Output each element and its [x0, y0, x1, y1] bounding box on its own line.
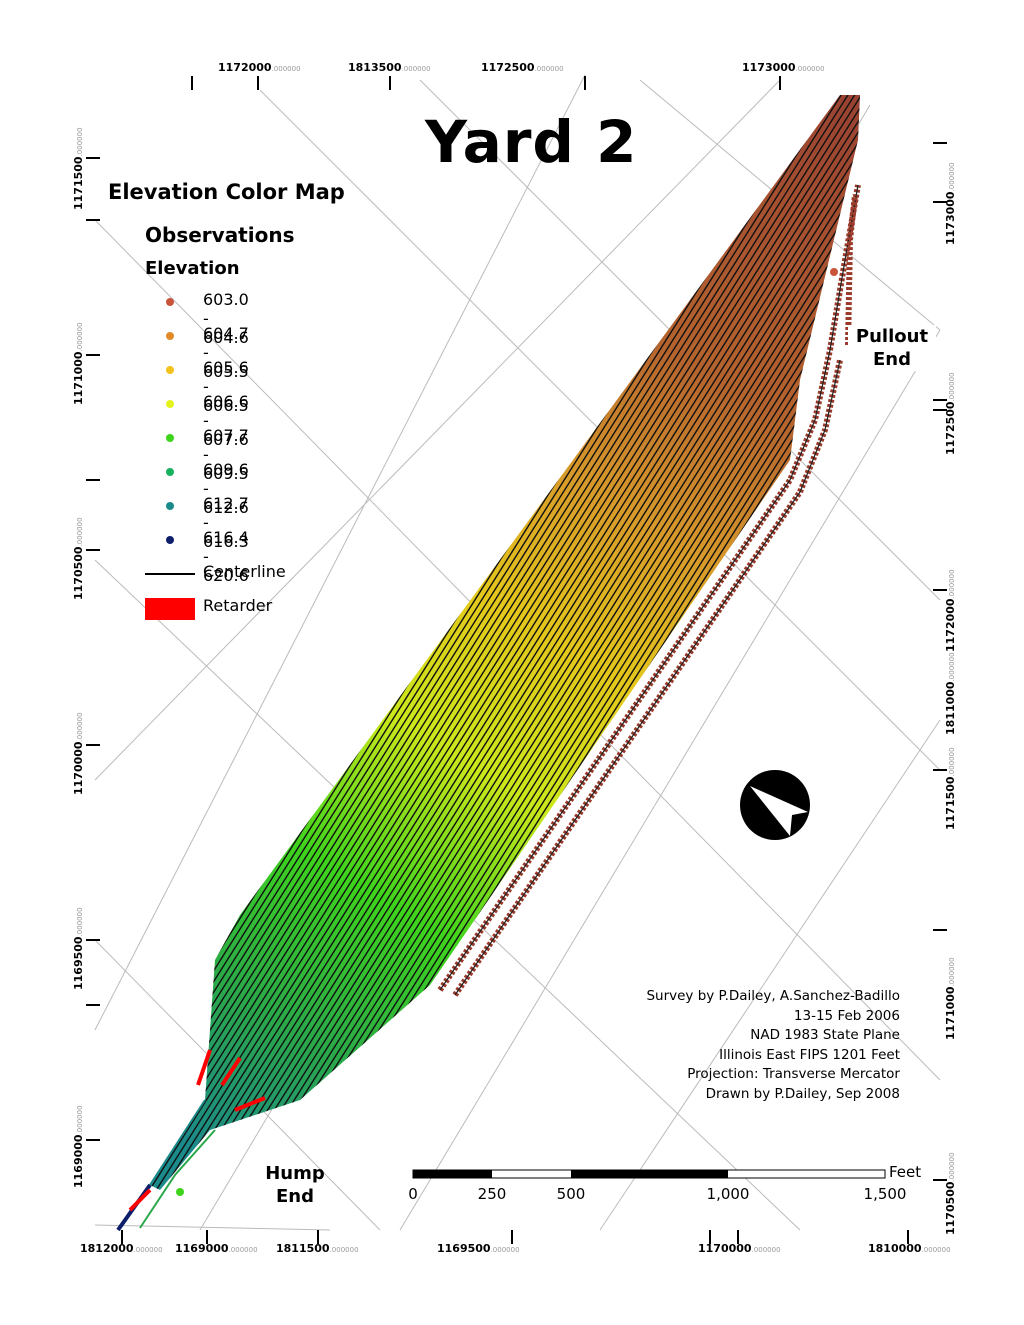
grid-label: 1171000.000000 [944, 957, 957, 1040]
track-line [161, 95, 860, 1190]
legend-swatch [166, 434, 174, 442]
grid-label: 1170000.000000 [72, 712, 85, 795]
grid-label: 1172500.000000 [481, 61, 564, 74]
grid-label: 1171000.000000 [72, 322, 85, 405]
map-title: Yard 2 [425, 108, 638, 176]
grid-label: 1173000.000000 [742, 61, 825, 74]
scale-label: 1,500 [863, 1185, 907, 1203]
legend-swatch [166, 468, 174, 476]
legend-label: 612.7 - 616.3 [203, 494, 249, 551]
legend-group: Observations [145, 223, 295, 247]
pullout-tracks [176, 184, 861, 1196]
legend-label: Retarder [203, 596, 273, 615]
scale-label: 0 [408, 1185, 418, 1203]
legend-label: 609.6 - 612.6 [203, 460, 249, 517]
legend-label: 607.7 - 609.5 [203, 426, 249, 483]
retarder-swatch [145, 598, 195, 620]
grid-label: 1811500.000000 [276, 1242, 359, 1255]
retarders [128, 1049, 266, 1212]
legend-label: 616.4 - 620.6 [203, 528, 249, 585]
track-line [167, 95, 860, 1190]
grid-label: 1172500.000000 [944, 372, 957, 455]
grid-label: 1170000.000000 [698, 1242, 781, 1255]
grid-label: 1170500.000000 [72, 517, 85, 600]
track-line [150, 95, 853, 1190]
grid-line [94, 1224, 331, 1231]
track-line [197, 95, 860, 1190]
legend-swatch [166, 536, 174, 544]
legend-swatch [166, 332, 174, 340]
track-line [173, 95, 860, 1190]
track-line [150, 95, 860, 1190]
legend-label: 603.0 - 604.6 [203, 290, 249, 347]
hump-end-label: Hump End [265, 1163, 325, 1207]
legend-heading: Elevation Color Map [108, 180, 345, 204]
legend-label: 604.7 - 605.5 [203, 324, 249, 381]
north-arrow-icon [740, 770, 810, 840]
scale-label: 500 [556, 1185, 586, 1203]
legend-label: Centerline [203, 562, 286, 581]
track-line [179, 95, 860, 1190]
track-line [150, 95, 860, 1190]
track-line [150, 95, 859, 1190]
legend-label: 606.6 - 607.6 [203, 392, 249, 449]
legend-swatch [166, 502, 174, 510]
track-line [203, 95, 860, 1190]
grid-label: 1169500.000000 [437, 1242, 520, 1255]
grid-label: 1170500.000000 [944, 1152, 957, 1235]
grid-label: 1811000.000000 [944, 652, 957, 735]
grid-line [399, 329, 941, 1231]
track-line [191, 95, 860, 1190]
centerline-swatch [145, 573, 195, 575]
track-line [215, 95, 860, 1190]
track-line [209, 95, 860, 1190]
grid-label: 1810000.000000 [868, 1242, 951, 1255]
grid-label: 1172000.000000 [218, 61, 301, 74]
grid-label: 1169000.000000 [72, 1105, 85, 1188]
neatline-ticks [86, 76, 947, 1244]
grid-label: 1171500.000000 [944, 747, 957, 830]
scale-label: 250 [477, 1185, 507, 1203]
grid-label: 1169000.000000 [175, 1242, 258, 1255]
grid-label: 1169500.000000 [72, 907, 85, 990]
grid-line [94, 79, 781, 781]
legend-swatch [166, 400, 174, 408]
legend-field: Elevation [145, 258, 240, 279]
track-line [185, 95, 860, 1190]
survey-credits: Survey by P.Dailey, A.Sanchez-Badillo 13… [646, 988, 900, 1102]
grid-label: 1172000.000000 [944, 569, 957, 652]
scale-bar [412, 1169, 886, 1179]
scale-label: 1,000 [706, 1185, 750, 1203]
pullout-end-label: Pullout End [848, 325, 936, 371]
scale-unit: Feet [889, 1163, 922, 1181]
grid-label: 1173000.000000 [944, 162, 957, 245]
legend-label: 605.6 - 606.5 [203, 358, 249, 415]
grid-label: 1813500.000000 [348, 61, 431, 74]
track-line [221, 95, 860, 1190]
grid-line [599, 719, 941, 1231]
legend-swatch [166, 366, 174, 374]
grid-label: 1171500.000000 [72, 127, 85, 210]
grid-label: 1812000.000000 [80, 1242, 163, 1255]
legend-swatch [166, 298, 174, 306]
grid-line [94, 74, 586, 1031]
track-line [155, 95, 860, 1190]
